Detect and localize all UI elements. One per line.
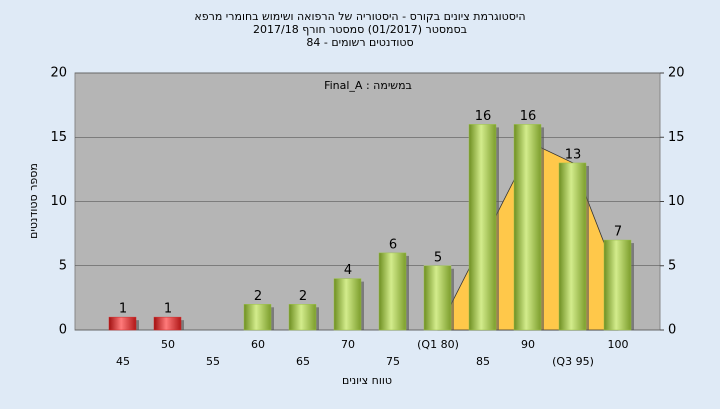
- x-tick-label: 100: [608, 338, 629, 351]
- x-tick-label: 85: [476, 355, 490, 368]
- bar: [378, 252, 407, 331]
- title-line: היסטוגרמת ציונים בקורס - היסטוריה של הרפ…: [194, 10, 525, 23]
- bar: [558, 162, 587, 331]
- value-label: 2: [254, 289, 262, 304]
- x-tick-label: 75: [386, 355, 400, 368]
- bar: [153, 316, 182, 331]
- y-tick-label: 0: [59, 323, 67, 338]
- value-label: 1: [164, 302, 172, 317]
- x-tick-label: 70: [341, 338, 355, 351]
- value-label: 4: [344, 263, 352, 278]
- bar: [513, 124, 542, 331]
- x-axis-label: טווח ציונים: [342, 374, 392, 387]
- x-tick-label: 45: [116, 355, 130, 368]
- bar: [243, 304, 272, 331]
- value-label: 6: [389, 237, 397, 252]
- value-label: 16: [520, 109, 537, 124]
- x-tick-label: 60: [251, 338, 265, 351]
- bar: [288, 304, 317, 331]
- title-line: בסמסטר (01/2017) סמסטר חורף 2017/18: [253, 23, 467, 36]
- x-tick-label: 65: [296, 355, 310, 368]
- y2-tick-label: 5: [668, 258, 676, 273]
- y2-tick-label: 10: [668, 194, 685, 209]
- y2-tick-label: 20: [668, 66, 685, 81]
- value-label: 2: [299, 289, 307, 304]
- annotation: במשימה : Final_A: [324, 79, 412, 92]
- title-line: סטודנטים רשומים - 84: [306, 36, 413, 49]
- y2-tick-label: 0: [668, 323, 676, 338]
- x-tick-label: 90: [521, 338, 535, 351]
- value-label: 16: [475, 109, 492, 124]
- x-tick-label: 55: [206, 355, 220, 368]
- y-tick-label: 15: [50, 130, 67, 145]
- y2-tick-label: 15: [668, 130, 685, 145]
- y-axis-label: מספר סטודנטים: [27, 163, 40, 239]
- y-tick-label: 5: [59, 258, 67, 273]
- bar: [468, 124, 497, 331]
- bar: [108, 316, 137, 331]
- value-label: 5: [434, 250, 442, 265]
- y-tick-label: 10: [50, 194, 67, 209]
- x-tick-label: 50: [161, 338, 175, 351]
- value-label: 13: [565, 147, 582, 162]
- value-label: 1: [119, 302, 127, 317]
- bar: [603, 239, 632, 331]
- value-label: 7: [614, 225, 622, 240]
- bar: [333, 278, 362, 331]
- x-tick-label: (Q3 95): [552, 355, 594, 368]
- bar: [423, 265, 452, 331]
- y-tick-label: 20: [50, 66, 67, 81]
- x-tick-label: (Q1 80): [417, 338, 459, 351]
